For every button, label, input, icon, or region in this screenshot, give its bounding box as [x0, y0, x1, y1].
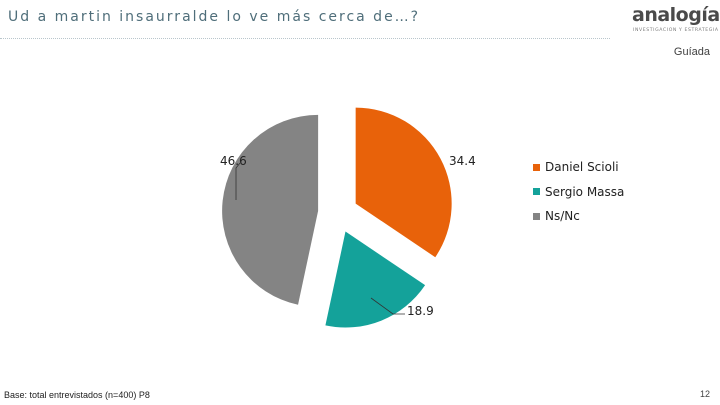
legend-swatch: [533, 188, 540, 196]
slide-title: Ud a martin insaurralde lo ve más cerca …: [8, 9, 421, 25]
legend-label: Daniel Scioli: [545, 160, 619, 175]
legend-item-daniel-scioli: Daniel Scioli: [533, 155, 624, 180]
legend-swatch: [533, 212, 540, 220]
data-label-ns-nc: 46.6: [220, 154, 247, 168]
pie-slice-ns-nc: [222, 114, 319, 305]
legend-label: Sergio Massa: [545, 184, 625, 199]
legend-item-ns-nc: Ns/Nc: [533, 204, 624, 229]
brand-logo: analogías INVESTIGACION Y ESTRATEGIA: [632, 4, 720, 38]
data-label-sergio-massa: 18.9: [407, 304, 434, 318]
leader-line: [235, 162, 241, 200]
pie-slice-sergio-massa: [325, 231, 426, 328]
legend-label: Ns/Nc: [545, 209, 580, 224]
legend-item-sergio-massa: Sergio Massa: [533, 180, 624, 205]
logo-wordmark: analogías: [632, 4, 720, 26]
pie-slice-daniel-scioli: [355, 107, 452, 258]
page-number: 12: [699, 389, 710, 399]
title-divider: [0, 38, 610, 39]
base-footnote: Base: total entrevistados (n=400) P8: [4, 390, 150, 400]
chart-legend: Daniel Scioli Sergio Massa Ns/Nc: [533, 155, 624, 229]
data-label-daniel-scioli: 34.4: [449, 154, 476, 168]
legend-swatch: [533, 163, 540, 171]
chart-subtitle: Guíada: [673, 46, 710, 58]
logo-tagline: INVESTIGACION Y ESTRATEGIA: [633, 28, 719, 33]
leader-line: [370, 297, 405, 315]
